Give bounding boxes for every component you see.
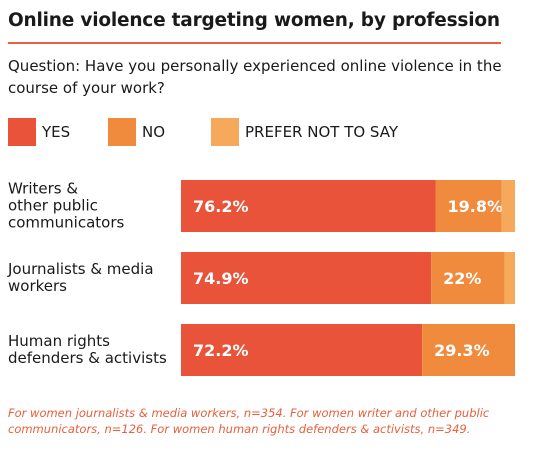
title-underline	[8, 42, 501, 44]
category-label: Journalists & media workers	[7, 260, 154, 295]
bar-prefer-not-to-say	[504, 252, 515, 304]
chart-question: Question: Have you personally experience…	[8, 57, 502, 97]
legend-swatch-yes	[8, 118, 36, 146]
data-label: 72.2%	[193, 341, 249, 360]
bar-yes	[181, 252, 432, 304]
bar-no	[431, 252, 505, 304]
data-label: 76.2%	[193, 197, 249, 216]
legend-label-prefer-not: PREFER NOT TO SAY	[245, 123, 398, 141]
category-label: Writers & other public communicators	[8, 180, 124, 232]
legend-swatch-no	[108, 118, 136, 146]
category-label: Human rights defenders & activists	[8, 332, 167, 367]
bar-prefer-not-to-say	[501, 180, 515, 232]
bar-yes	[181, 180, 436, 232]
legend-swatch-prefer-not	[211, 118, 239, 146]
legend-label-yes: YES	[42, 123, 71, 141]
chart-footnote: For women journalists & media workers, n…	[8, 406, 490, 436]
data-label: 19.8%	[448, 197, 504, 216]
legend: YES NO PREFER NOT TO SAY	[8, 118, 528, 150]
stacked-bar-chart: Writers & other public communicators 76.2% 1…	[7, 180, 515, 376]
legend-label-no: NO	[142, 123, 166, 141]
data-label: 29.3%	[434, 341, 490, 360]
bar-yes	[181, 324, 423, 376]
data-label: 74.9%	[193, 269, 249, 288]
chart-title: Online violence targeting women, by prof…	[8, 10, 500, 31]
bar-no	[435, 180, 502, 232]
data-label: 22%	[443, 269, 481, 288]
bar-no	[422, 324, 515, 376]
